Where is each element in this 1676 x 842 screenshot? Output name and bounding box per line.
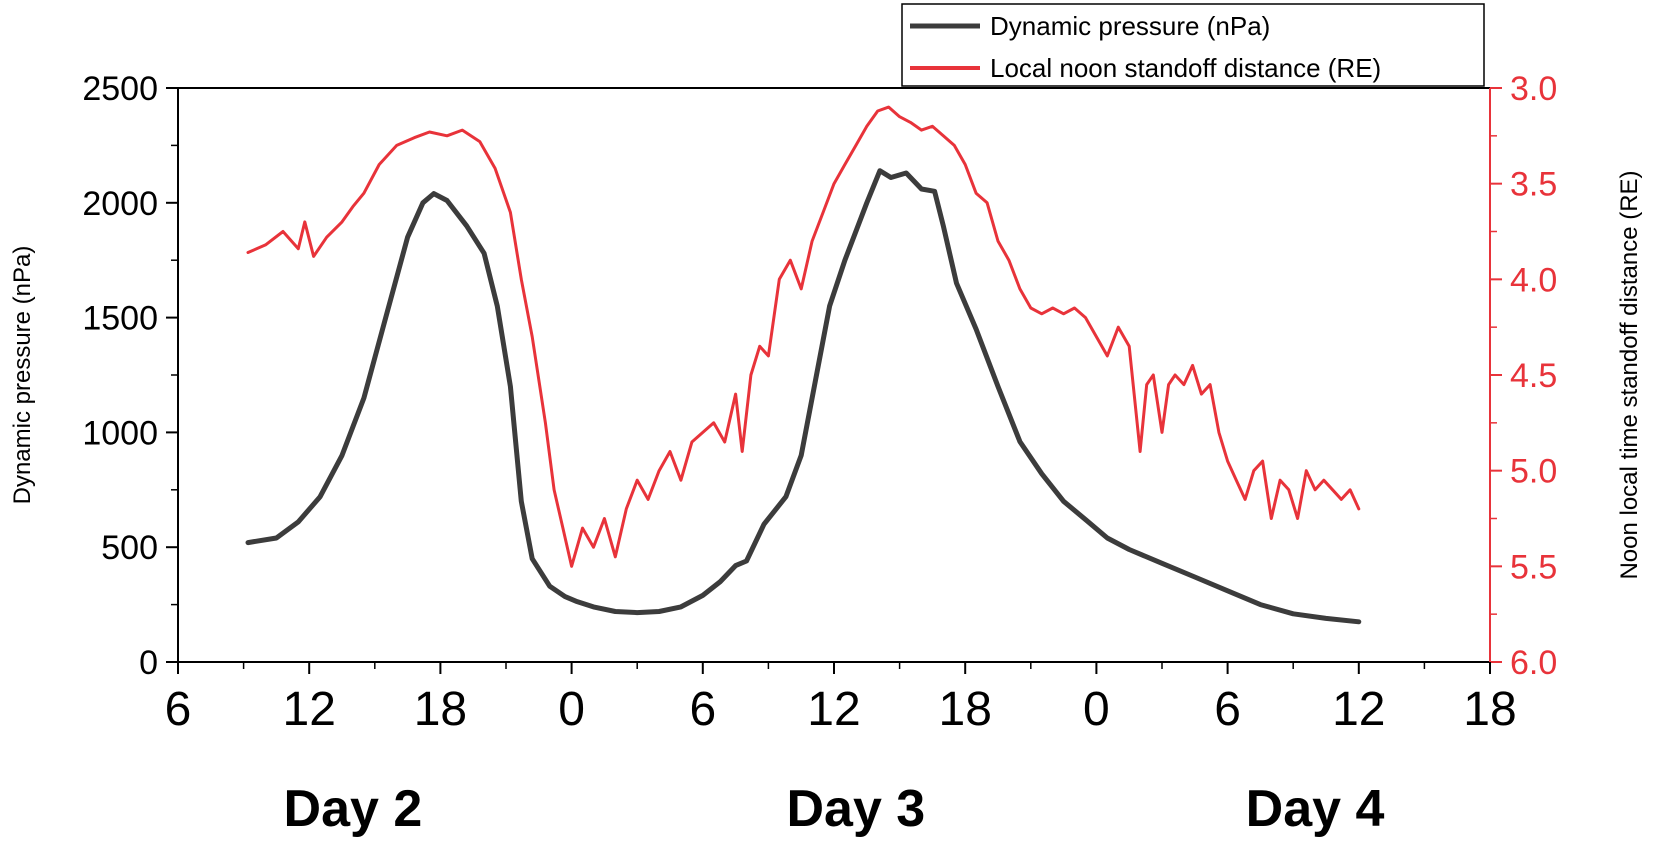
right-axis: 3.0 3.5 4.0 4.5 5.0 5.5 6.0 Noon local time sta… <box>1490 70 1643 682</box>
day-labels: Day 2 Day 3 Day 4 <box>284 780 1385 838</box>
left-tick-label: 0 <box>139 644 158 682</box>
legend-label: Dynamic pressure (nPa) <box>990 11 1270 41</box>
legend-box <box>901 3 1485 87</box>
x-tick-label: 12 <box>807 683 860 736</box>
right-axis-title: Noon local time standoff distance (RE) <box>1616 170 1643 579</box>
x-tick-label: 18 <box>414 683 467 736</box>
right-tick-label: 5.5 <box>1510 548 1557 586</box>
left-tick-label: 500 <box>101 529 158 567</box>
x-tick-label: 6 <box>689 683 716 736</box>
left-tick-label: 2500 <box>82 70 158 108</box>
series-layer <box>245 105 1362 625</box>
right-tick-label: 4.0 <box>1510 261 1557 299</box>
right-tick-label: 3.5 <box>1510 166 1557 204</box>
left-tick-label: 1000 <box>82 414 158 452</box>
x-tick-label: 6 <box>165 683 192 736</box>
day-label: Day 2 <box>284 780 423 838</box>
x-tick-label: 18 <box>939 683 992 736</box>
standoff-distance-line <box>246 105 1361 568</box>
right-tick-label: 4.5 <box>1510 357 1557 395</box>
dynamic-pressure-line <box>245 168 1362 625</box>
x-axis: 6 12 18 0 6 12 18 0 6 12 18 <box>165 662 1517 736</box>
day-label: Day 3 <box>786 780 925 838</box>
right-tick-label: 5.0 <box>1510 453 1557 491</box>
left-tick-label: 1500 <box>82 300 158 338</box>
right-tick-label: 6.0 <box>1510 644 1557 682</box>
left-axis-title: Dynamic pressure (nPa) <box>9 246 36 505</box>
x-tick-label: 12 <box>283 683 336 736</box>
right-tick-label: 3.0 <box>1510 70 1557 108</box>
legend-label: Local noon standoff distance (RE) <box>990 53 1381 83</box>
x-tick-label: 12 <box>1332 683 1385 736</box>
legend: Dynamic pressure (nPa) Local noon standof… <box>901 3 1485 87</box>
left-tick-label: 2000 <box>82 185 158 223</box>
left-axis: 0 500 1000 1500 2000 2500 Dynamic pressure (nP… <box>9 70 178 682</box>
x-tick-label: 0 <box>1083 683 1110 736</box>
x-tick-label: 6 <box>1214 683 1241 736</box>
x-tick-label: 18 <box>1463 683 1516 736</box>
x-tick-label: 0 <box>558 683 585 736</box>
day-label: Day 4 <box>1246 780 1385 838</box>
